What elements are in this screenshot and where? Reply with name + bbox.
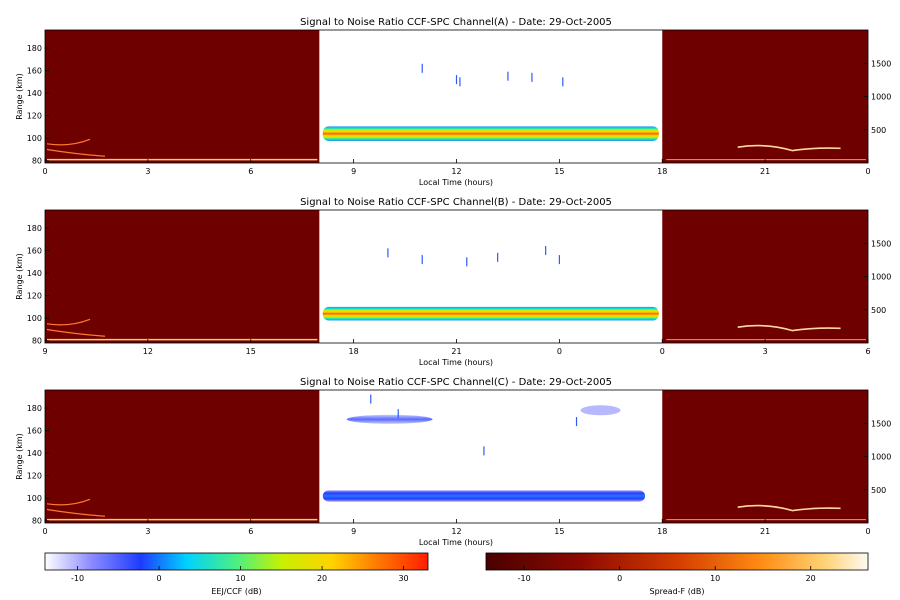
colorbar-label: Spread-F (dB) — [649, 587, 704, 596]
daytime-window — [319, 210, 663, 343]
right-y-tick-label: 1500 — [871, 239, 891, 248]
daytime-window — [319, 30, 663, 163]
main-echo-band — [322, 126, 659, 142]
colorbar-2: -10 0 10 20 Spread-F (dB) — [485, 552, 869, 596]
x-tick-label: 12 — [143, 347, 153, 356]
y-tick-label: 140 — [27, 269, 42, 278]
panel-title: Signal to Noise Ratio CCF-SPC Channel(B)… — [300, 197, 612, 208]
panel-1: Signal to Noise Ratio CCF-SPC Channel(A)… — [15, 17, 891, 187]
colorbar-tick-label: 20 — [806, 574, 816, 583]
x-tick-label: 3 — [145, 167, 150, 176]
x-tick-label: 0 — [42, 527, 47, 536]
right-y-tick-label: 1500 — [871, 419, 891, 428]
night-spread-f-right — [737, 504, 841, 512]
x-tick-label: 0 — [865, 167, 870, 176]
x-tick-label: 15 — [554, 167, 564, 176]
night-spread-f-left — [46, 138, 106, 157]
y-tick-label: 120 — [27, 292, 42, 301]
y-tick-label: 180 — [27, 224, 42, 233]
right-y-tick-label: 1000 — [871, 93, 891, 102]
right-y-tick-label: 1500 — [871, 59, 891, 68]
x-tick-label: 9 — [351, 527, 356, 536]
x-axis-label: Local Time (hours) — [419, 358, 493, 367]
y-tick-label: 100 — [27, 314, 42, 323]
night-spread-f-right — [737, 324, 841, 332]
colorbar-tick-label: 0 — [617, 574, 622, 583]
colorbar-tick-label: 10 — [235, 574, 245, 583]
y-tick-label: 180 — [27, 44, 42, 53]
x-tick-label: 12 — [451, 167, 461, 176]
colorbar-label: EEJ/CCF (dB) — [211, 587, 261, 596]
x-tick-label: 12 — [451, 527, 461, 536]
colorbar-1: -10 0 10 20 30 EEJ/CCF (dB) — [44, 552, 429, 596]
right-y-tick-label: 1000 — [871, 273, 891, 282]
right-y-tick-label: 500 — [871, 486, 886, 495]
panel-title: Signal to Noise Ratio CCF-SPC Channel(C)… — [300, 377, 612, 388]
y-tick-label: 80 — [32, 157, 42, 166]
x-tick-label: 18 — [657, 167, 667, 176]
x-tick-label: 0 — [557, 347, 562, 356]
colorbar-tick-label: 20 — [317, 574, 327, 583]
x-tick-label: 6 — [248, 527, 253, 536]
y-tick-label: 120 — [27, 112, 42, 121]
y-tick-label: 160 — [27, 247, 42, 256]
night-spread-f-left — [46, 318, 106, 337]
x-tick-label: 18 — [657, 527, 667, 536]
colorbar-gradient — [44, 552, 429, 571]
x-tick-label: 0 — [660, 347, 665, 356]
y-tick-label: 120 — [27, 472, 42, 481]
main-echo-band — [322, 490, 646, 502]
upper-echo-patch — [346, 414, 433, 424]
colorbar-tick-label: 10 — [710, 574, 720, 583]
y-tick-label: 180 — [27, 404, 42, 413]
x-axis-label: Local Time (hours) — [419, 538, 493, 547]
x-tick-label: 0 — [865, 527, 870, 536]
right-y-tick-label: 500 — [871, 306, 886, 315]
right-y-tick-label: 500 — [871, 126, 886, 135]
y-tick-label: 80 — [32, 337, 42, 346]
y-tick-label: 160 — [27, 427, 42, 436]
right-y-tick-label: 1000 — [871, 453, 891, 462]
colorbar-gradient — [485, 552, 869, 571]
y-axis-label: Range (km) — [15, 73, 24, 120]
y-tick-label: 100 — [27, 494, 42, 503]
x-tick-label: 3 — [763, 347, 768, 356]
y-tick-label: 140 — [27, 449, 42, 458]
panel-2: Signal to Noise Ratio CCF-SPC Channel(B)… — [15, 197, 891, 367]
colorbar-tick-label: 0 — [157, 574, 162, 583]
x-tick-label: 9 — [42, 347, 47, 356]
x-tick-label: 15 — [246, 347, 256, 356]
panel-title: Signal to Noise Ratio CCF-SPC Channel(A)… — [300, 17, 612, 28]
colorbar-tick-label: 30 — [398, 574, 408, 583]
x-tick-label: 21 — [760, 527, 770, 536]
x-tick-label: 6 — [248, 167, 253, 176]
y-tick-label: 140 — [27, 89, 42, 98]
x-tick-label: 9 — [351, 167, 356, 176]
x-tick-label: 21 — [451, 347, 461, 356]
main-echo-band — [322, 306, 659, 321]
x-tick-label: 3 — [145, 527, 150, 536]
y-axis-label: Range (km) — [15, 433, 24, 480]
x-tick-label: 0 — [42, 167, 47, 176]
y-tick-label: 160 — [27, 67, 42, 76]
x-tick-label: 6 — [865, 347, 870, 356]
colorbar-tick-label: -10 — [71, 574, 84, 583]
y-axis-label: Range (km) — [15, 253, 24, 300]
x-tick-label: 15 — [554, 527, 564, 536]
colorbar-tick-label: -10 — [518, 574, 531, 583]
upper-echo-patch-late — [580, 405, 621, 416]
panel-3: Signal to Noise Ratio CCF-SPC Channel(C)… — [15, 377, 891, 547]
x-tick-label: 21 — [760, 167, 770, 176]
y-tick-label: 80 — [32, 517, 42, 526]
night-spread-f-right — [737, 144, 841, 152]
x-axis-label: Local Time (hours) — [419, 178, 493, 187]
y-tick-label: 100 — [27, 134, 42, 143]
night-spread-f-left — [46, 498, 106, 517]
x-tick-label: 18 — [349, 347, 359, 356]
